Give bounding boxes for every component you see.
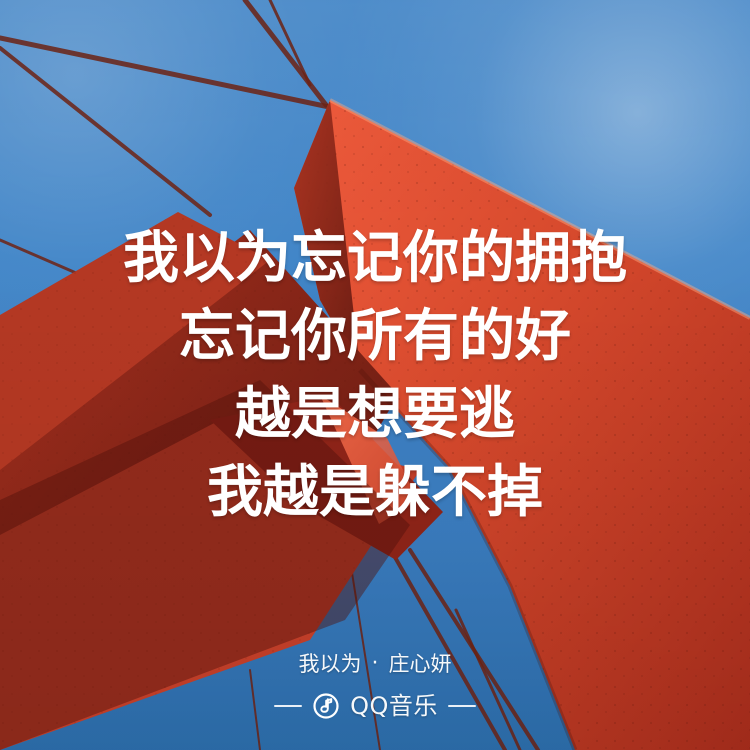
- artist-name: 庄心妍: [388, 652, 452, 676]
- brand-row: QQ音乐: [0, 690, 750, 722]
- left-divider: [274, 705, 303, 707]
- brand-name: QQ音乐: [350, 692, 438, 720]
- song-footer: 我以为 · 庄心妍 QQ音乐: [0, 650, 750, 722]
- lyric-line-4: 我越是躲不掉: [207, 460, 543, 525]
- lyric-line-3: 越是想要逃: [235, 382, 515, 447]
- right-divider: [447, 705, 476, 707]
- lyric-line-1: 我以为忘记你的拥抱: [123, 226, 627, 291]
- lyrics-block: 我以为忘记你的拥抱 忘记你所有的好 越是想要逃 我越是躲不掉: [0, 220, 750, 532]
- lyric-line-2: 忘记你所有的好: [179, 304, 571, 369]
- music-note-circle-icon: [312, 692, 340, 720]
- meta-separator: ·: [371, 651, 379, 676]
- song-title: 我以为: [298, 652, 362, 676]
- song-meta-line: 我以为 · 庄心妍: [0, 650, 750, 678]
